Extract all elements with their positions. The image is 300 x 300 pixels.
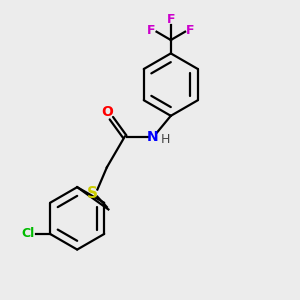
Text: O: O [101,105,113,119]
Text: S: S [86,186,98,201]
Text: Cl: Cl [22,227,35,241]
Text: H: H [161,133,170,146]
Text: F: F [186,24,195,37]
Text: F: F [147,24,155,37]
Text: N: N [147,130,159,144]
Text: F: F [167,13,175,26]
